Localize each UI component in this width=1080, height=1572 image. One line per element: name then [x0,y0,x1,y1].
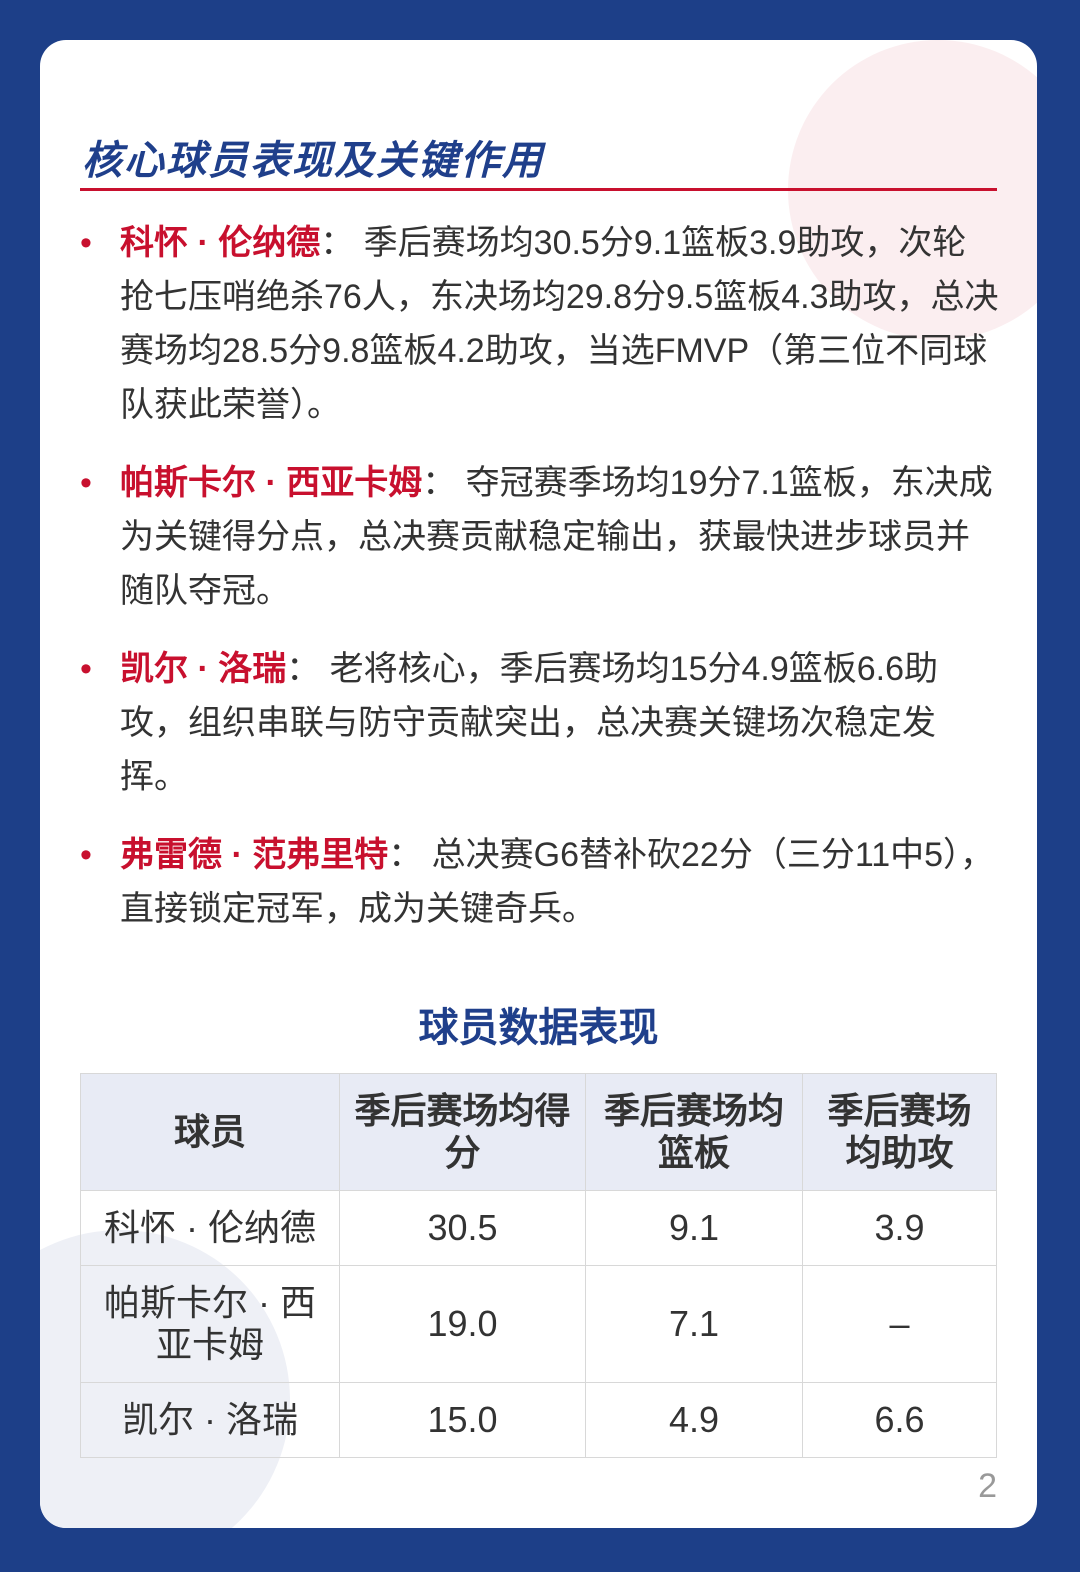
table-cell: 凯尔 · 洛瑞 [80,1382,340,1458]
section-title: 核心球员表现及关键作用 [82,139,544,183]
table-cell: 15.0 [339,1382,586,1458]
table-cell: 3.9 [802,1190,997,1266]
player-name: 帕斯卡尔 · 西亚卡姆 [120,464,423,502]
table-row: 科怀 · 伦纳德 30.5 9.1 3.9 [80,1190,997,1266]
table-cell: 7.1 [585,1265,803,1383]
table-cell: 帕斯卡尔 · 西亚卡姆 [80,1265,340,1383]
bullet-icon: • [80,464,92,502]
table-cell: 9.1 [585,1190,803,1266]
player-name: 弗雷德 · 范弗里特 [120,836,389,874]
separator: ： [422,464,457,502]
table-cell: 6.6 [802,1382,997,1458]
separator: ： [320,224,355,262]
table-cell: 科怀 · 伦纳德 [80,1190,340,1266]
table-cell: 4.9 [585,1382,803,1458]
separator: ： [286,650,321,688]
table-header-row: 球员 季后赛场均得分 季后赛场均篮板 季后赛场均助攻 [80,1073,997,1191]
bullet-icon: • [80,836,92,874]
player-name: 科怀 · 伦纳德 [120,224,321,262]
table-title: 球员数据表现 [418,1006,659,1050]
column-header: 季后赛场均助攻 [802,1073,997,1191]
separator: ： [388,836,423,874]
player-description: 总决赛G6替补砍22分（三分11中5），直接锁定冠军，成为关键奇兵。 [120,836,995,928]
list-item: • 弗雷德 · 范弗里特： 总决赛G6替补砍22分（三分11中5），直接锁定冠军，… [80,828,1000,936]
player-description: 夺冠赛季场均19分7.1篮板，东决成为关键得分点，总决赛贡献稳定输出，获最快进步… [120,464,993,610]
list-item: • 凯尔 · 洛瑞： 老将核心，季后赛场均15分4.9篮板6.6助攻，组织串联与防… [80,642,1000,804]
player-description: 老将核心，季后赛场均15分4.9篮板6.6助攻，组织串联与防守贡献突出，总决赛关… [120,650,939,796]
table-cell: 30.5 [339,1190,586,1266]
column-header: 季后赛场均篮板 [585,1073,803,1191]
stats-table: 球员 季后赛场均得分 季后赛场均篮板 季后赛场均助攻 科怀 · 伦纳德 30.5… [80,1073,997,1458]
title-divider [80,188,997,191]
table-cell: 19.0 [339,1265,586,1383]
player-list: • 科怀 · 伦纳德： 季后赛场均30.5分9.1篮板3.9助攻，次轮抢七压哨绝杀… [80,216,1000,960]
bullet-icon: • [80,224,92,262]
page-number: 2 [978,1467,997,1505]
table-cell: – [802,1265,997,1383]
table-row: 凯尔 · 洛瑞 15.0 4.9 6.6 [80,1382,997,1458]
player-description: 季后赛场均30.5分9.1篮板3.9助攻，次轮抢七压哨绝杀76人，东决场均29.… [120,224,999,424]
table-row: 帕斯卡尔 · 西亚卡姆 19.0 7.1 – [80,1265,997,1383]
column-header: 季后赛场均得分 [339,1073,586,1191]
list-item: • 帕斯卡尔 · 西亚卡姆： 夺冠赛季场均19分7.1篮板，东决成为关键得分点，总… [80,456,1000,618]
column-header: 球员 [80,1073,340,1191]
list-item: • 科怀 · 伦纳德： 季后赛场均30.5分9.1篮板3.9助攻，次轮抢七压哨绝杀… [80,216,1000,432]
player-name: 凯尔 · 洛瑞 [120,650,287,688]
bullet-icon: • [80,650,92,688]
content-card: 核心球员表现及关键作用 • 科怀 · 伦纳德： 季后赛场均30.5分9.1篮板3.… [40,40,1037,1528]
